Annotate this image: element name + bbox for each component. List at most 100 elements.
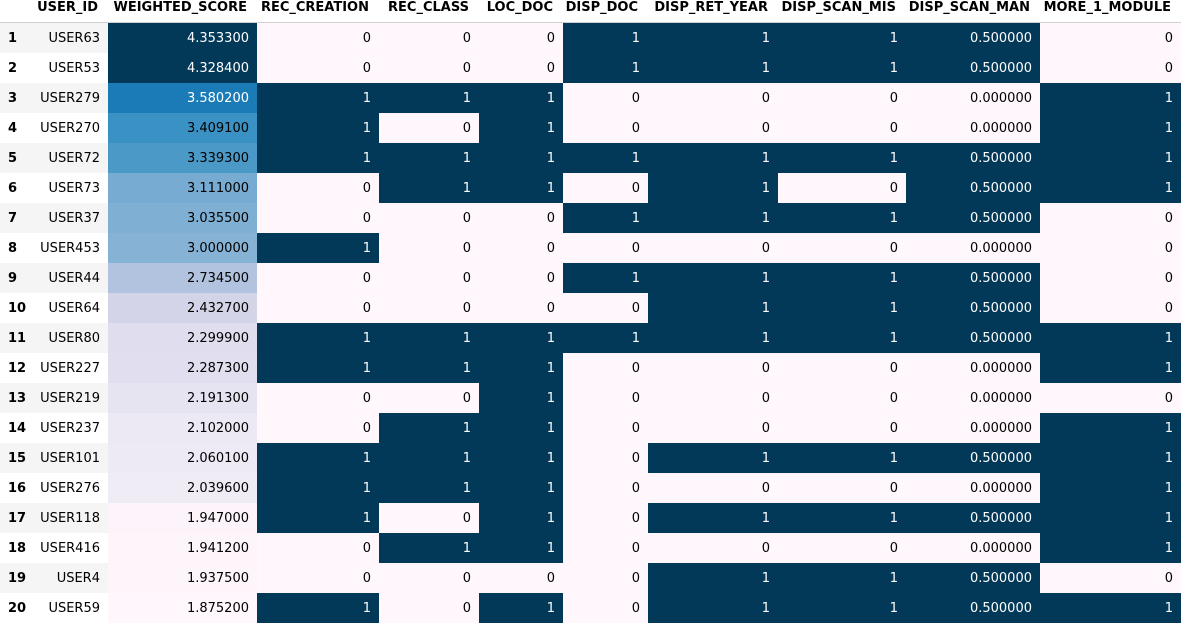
disp-doc-cell: 1 xyxy=(563,263,648,293)
table-row: 3 USER279 3.580200 1 1 1 0 0 0 0.000000 1 xyxy=(0,83,1181,113)
weighted-score-cell: 3.035500 xyxy=(108,203,257,233)
disp-scan-man-cell: 0.500000 xyxy=(906,323,1040,353)
disp-scan-mis-cell: 1 xyxy=(778,53,906,83)
more-1-module-cell: 1 xyxy=(1040,173,1181,203)
rec-class-cell: 1 xyxy=(379,173,479,203)
row-index: 11 xyxy=(0,323,30,353)
weighted-score-cell: 2.287300 xyxy=(108,353,257,383)
disp-scan-mis-cell: 1 xyxy=(778,143,906,173)
disp-doc-cell: 0 xyxy=(563,353,648,383)
rec-creation-cell: 0 xyxy=(257,293,379,323)
more-1-module-cell: 1 xyxy=(1040,473,1181,503)
rec-creation-cell: 1 xyxy=(257,503,379,533)
weighted-score-cell: 1.941200 xyxy=(108,533,257,563)
weighted-score-cell: 3.580200 xyxy=(108,83,257,113)
more-1-module-cell: 0 xyxy=(1040,23,1181,54)
user-id-cell: USER227 xyxy=(30,353,108,383)
loc-doc-cell: 1 xyxy=(479,413,563,443)
more-1-module-cell: 0 xyxy=(1040,563,1181,593)
more-1-module-cell: 0 xyxy=(1040,203,1181,233)
table-row: 4 USER270 3.409100 1 0 1 0 0 0 0.000000 1 xyxy=(0,113,1181,143)
weighted-score-cell: 2.432700 xyxy=(108,293,257,323)
rec-creation-cell: 0 xyxy=(257,263,379,293)
disp-doc-cell: 0 xyxy=(563,113,648,143)
disp-ret-year-cell: 1 xyxy=(648,593,778,623)
weighted-score-cell: 2.039600 xyxy=(108,473,257,503)
table-row: 15 USER101 2.060100 1 1 1 0 1 1 0.500000 1 xyxy=(0,443,1181,473)
more-1-module-cell: 1 xyxy=(1040,323,1181,353)
disp-scan-mis-cell: 1 xyxy=(778,593,906,623)
disp-ret-year-cell: 0 xyxy=(648,383,778,413)
column-header-disp-scan-mis: DISP_SCAN_MIS xyxy=(778,0,906,23)
table-row: 14 USER237 2.102000 0 1 1 0 0 0 0.000000 1 xyxy=(0,413,1181,443)
rec-class-cell: 1 xyxy=(379,143,479,173)
disp-ret-year-cell: 1 xyxy=(648,293,778,323)
user-id-cell: USER279 xyxy=(30,83,108,113)
user-id-cell: USER270 xyxy=(30,113,108,143)
loc-doc-cell: 1 xyxy=(479,503,563,533)
rec-class-cell: 0 xyxy=(379,563,479,593)
more-1-module-cell: 1 xyxy=(1040,533,1181,563)
table-row: 7 USER37 3.035500 0 0 0 1 1 1 0.500000 0 xyxy=(0,203,1181,233)
disp-ret-year-cell: 0 xyxy=(648,473,778,503)
loc-doc-cell: 1 xyxy=(479,353,563,383)
disp-ret-year-cell: 0 xyxy=(648,113,778,143)
user-id-cell: USER44 xyxy=(30,263,108,293)
table-row: 11 USER80 2.299900 1 1 1 1 1 1 0.500000 1 xyxy=(0,323,1181,353)
disp-ret-year-cell: 1 xyxy=(648,143,778,173)
disp-doc-cell: 0 xyxy=(563,533,648,563)
disp-scan-mis-cell: 0 xyxy=(778,353,906,383)
disp-scan-man-cell: 0.500000 xyxy=(906,143,1040,173)
disp-doc-cell: 0 xyxy=(563,503,648,533)
disp-doc-cell: 0 xyxy=(563,383,648,413)
row-index: 3 xyxy=(0,83,30,113)
user-id-cell: USER63 xyxy=(30,23,108,54)
disp-scan-mis-cell: 0 xyxy=(778,533,906,563)
rec-creation-cell: 0 xyxy=(257,173,379,203)
disp-scan-man-cell: 0.000000 xyxy=(906,113,1040,143)
user-id-cell: USER118 xyxy=(30,503,108,533)
disp-doc-cell: 1 xyxy=(563,143,648,173)
disp-scan-man-cell: 0.500000 xyxy=(906,173,1040,203)
more-1-module-cell: 0 xyxy=(1040,293,1181,323)
disp-ret-year-cell: 1 xyxy=(648,263,778,293)
disp-doc-cell: 0 xyxy=(563,83,648,113)
more-1-module-cell: 0 xyxy=(1040,263,1181,293)
rec-class-cell: 1 xyxy=(379,353,479,383)
weighted-score-cell: 1.875200 xyxy=(108,593,257,623)
rec-creation-cell: 1 xyxy=(257,83,379,113)
loc-doc-cell: 0 xyxy=(479,203,563,233)
loc-doc-cell: 0 xyxy=(479,233,563,263)
disp-scan-mis-cell: 0 xyxy=(778,83,906,113)
loc-doc-cell: 0 xyxy=(479,23,563,54)
more-1-module-cell: 0 xyxy=(1040,233,1181,263)
disp-ret-year-cell: 1 xyxy=(648,23,778,54)
disp-scan-man-cell: 0.000000 xyxy=(906,83,1040,113)
row-index: 4 xyxy=(0,113,30,143)
loc-doc-cell: 0 xyxy=(479,293,563,323)
rec-creation-cell: 0 xyxy=(257,413,379,443)
column-header-disp-ret-year: DISP_RET_YEAR xyxy=(648,0,778,23)
more-1-module-cell: 1 xyxy=(1040,83,1181,113)
user-id-cell: USER80 xyxy=(30,323,108,353)
user-id-cell: USER276 xyxy=(30,473,108,503)
disp-scan-mis-cell: 0 xyxy=(778,173,906,203)
table-row: 5 USER72 3.339300 1 1 1 1 1 1 0.500000 1 xyxy=(0,143,1181,173)
weighted-score-cell: 2.102000 xyxy=(108,413,257,443)
loc-doc-cell: 1 xyxy=(479,443,563,473)
disp-doc-cell: 1 xyxy=(563,23,648,54)
weighted-score-cell: 4.353300 xyxy=(108,23,257,54)
disp-doc-cell: 0 xyxy=(563,443,648,473)
column-header-disp-doc: DISP_DOC xyxy=(563,0,648,23)
disp-scan-man-cell: 0.500000 xyxy=(906,593,1040,623)
disp-doc-cell: 0 xyxy=(563,413,648,443)
weighted-score-cell: 3.111000 xyxy=(108,173,257,203)
disp-scan-man-cell: 0.500000 xyxy=(906,503,1040,533)
row-index: 17 xyxy=(0,503,30,533)
index-header xyxy=(0,0,30,23)
disp-doc-cell: 0 xyxy=(563,173,648,203)
row-index: 15 xyxy=(0,443,30,473)
row-index: 13 xyxy=(0,383,30,413)
disp-scan-mis-cell: 1 xyxy=(778,203,906,233)
